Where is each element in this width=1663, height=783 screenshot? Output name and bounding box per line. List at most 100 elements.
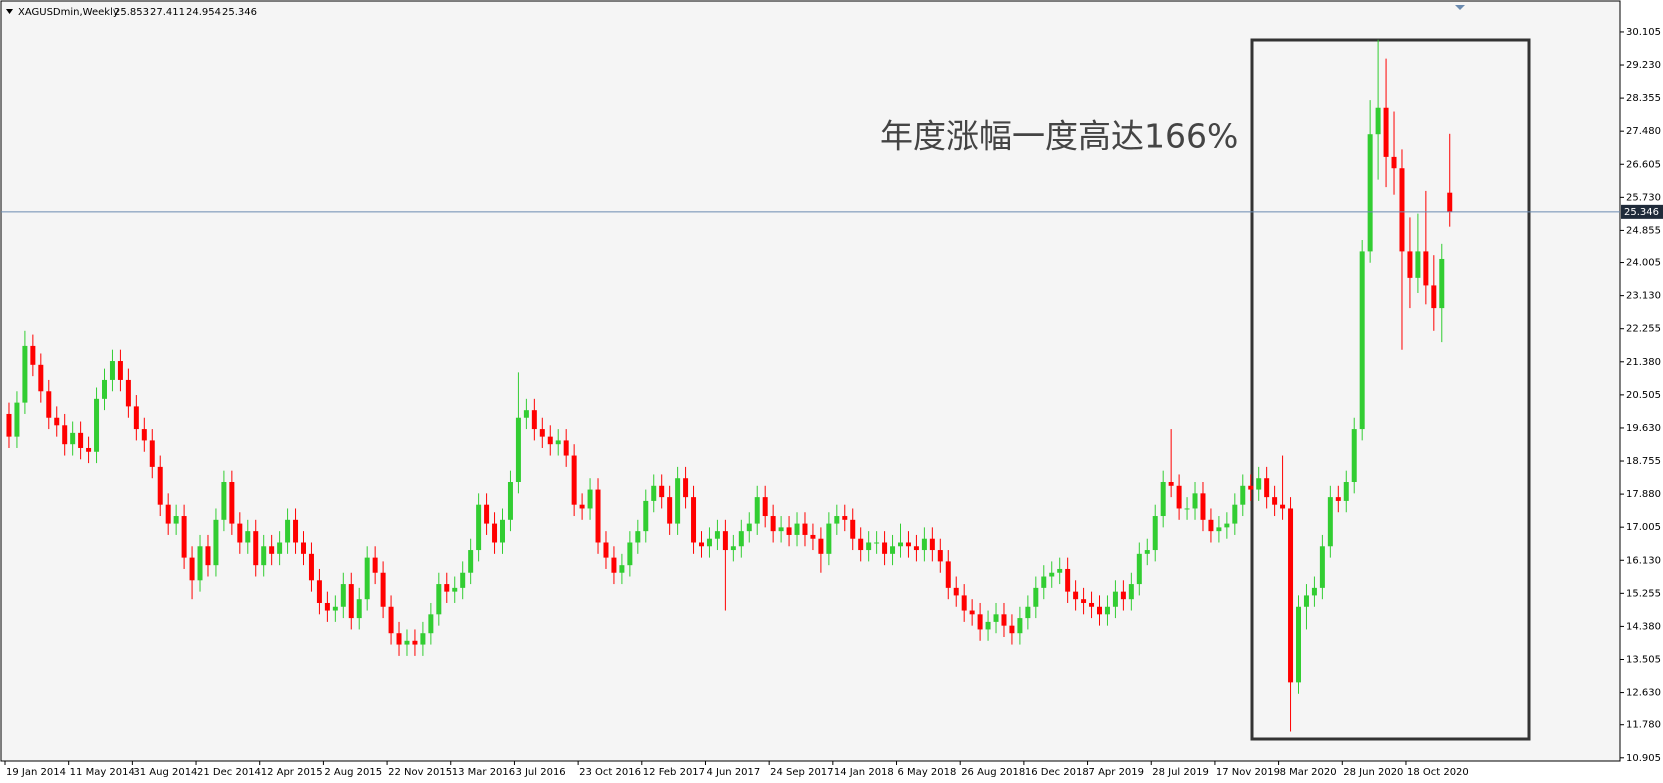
candle-body: [261, 546, 267, 566]
candle-body: [285, 519, 291, 543]
candle-body: [141, 429, 147, 441]
candle-body: [762, 497, 768, 517]
candle-body: [205, 546, 211, 566]
x-tick-label: 2 Aug 2015: [324, 767, 382, 778]
y-tick-label: 28.355: [1626, 93, 1661, 104]
candle-body: [1216, 527, 1222, 532]
candle-body: [420, 633, 426, 645]
x-tick-label: 17 Nov 2019: [1216, 767, 1280, 778]
candle-body: [802, 523, 808, 535]
candle-body: [221, 482, 227, 520]
candle-body: [890, 546, 896, 554]
candle-body: [1375, 107, 1381, 135]
candle-body: [913, 546, 919, 551]
candle-body: [1280, 504, 1286, 509]
candle-body: [269, 546, 275, 554]
candle-body: [1009, 625, 1015, 634]
candle-body: [1065, 568, 1071, 592]
candle-body: [1367, 134, 1373, 252]
candle-body: [691, 497, 697, 543]
candle-body: [22, 345, 28, 403]
candle-body: [770, 516, 776, 532]
candle-body: [635, 531, 641, 543]
candle-body: [1335, 497, 1341, 501]
candle-body: [1152, 516, 1158, 551]
collapse-icon[interactable]: [6, 9, 13, 14]
candle-body: [348, 584, 354, 619]
candle-body: [905, 542, 911, 547]
y-tick-label: 30.105: [1626, 27, 1661, 38]
candle-body: [1240, 485, 1246, 505]
x-tick-label: 24 Sep 2017: [770, 767, 833, 778]
header-low: 24.954: [186, 7, 221, 18]
symbol-label: XAGUSDmin,Weekly: [18, 7, 119, 18]
x-tick-label: 13 Mar 2016: [452, 767, 515, 778]
candle-body: [340, 584, 346, 607]
candle-body: [1160, 482, 1166, 517]
candle-body: [587, 489, 593, 509]
candle-body: [1104, 606, 1110, 615]
x-tick-label: 12 Feb 2017: [643, 767, 705, 778]
candle-body: [181, 516, 187, 558]
candle-body: [858, 538, 864, 551]
candle-body: [826, 523, 832, 554]
candle-body: [531, 410, 537, 430]
candle-body: [651, 485, 657, 501]
candle-body: [627, 542, 633, 566]
candle-body: [468, 550, 474, 573]
candle-body: [436, 584, 442, 615]
candle-body: [237, 523, 243, 543]
candle-body: [898, 542, 903, 547]
x-tick-label: 8 Mar 2020: [1280, 767, 1337, 778]
plot-area: [0, 0, 1621, 762]
x-tick-label: 16 Dec 2018: [1025, 767, 1089, 778]
x-tick-label: 12 Apr 2015: [261, 767, 323, 778]
candle-body: [332, 606, 338, 611]
candle-body: [117, 361, 123, 380]
y-tick-label: 17.880: [1626, 489, 1661, 500]
candle-body: [778, 527, 784, 532]
candle-body: [460, 572, 466, 588]
candle-body: [308, 553, 314, 581]
candle-body: [444, 584, 450, 592]
y-tick-label: 11.780: [1626, 720, 1661, 731]
y-tick-label: 16.130: [1626, 555, 1661, 566]
candle-body: [293, 519, 299, 543]
candle-body: [1112, 591, 1118, 607]
y-tick-label: 12.630: [1626, 688, 1661, 699]
candle-body: [428, 614, 434, 634]
candle-body: [1232, 504, 1238, 524]
candle-body: [1256, 478, 1262, 490]
candle-body: [953, 587, 959, 596]
y-tick-label: 13.505: [1626, 654, 1661, 665]
x-tick-label: 6 May 2018: [898, 767, 957, 778]
candle-body: [1168, 482, 1174, 486]
candle-body: [388, 606, 394, 634]
candle-body: [866, 542, 872, 551]
candle-body: [874, 542, 880, 544]
candle-body: [1288, 508, 1294, 683]
candle-body: [507, 482, 513, 520]
header-close: 25.346: [222, 7, 257, 18]
y-tick-label: 22.255: [1626, 324, 1661, 335]
candle-body: [173, 516, 179, 524]
candle-body: [786, 527, 792, 535]
candle-body: [1176, 485, 1182, 509]
candle-body: [364, 557, 370, 600]
annotation: 年度涨幅一度高达166%: [880, 117, 1238, 156]
candle-body: [1311, 587, 1317, 596]
candle-body: [1431, 285, 1437, 309]
x-tick-label: 26 Aug 2018: [961, 767, 1025, 778]
x-tick-label: 18 Oct 2020: [1407, 767, 1469, 778]
candle-body: [1319, 546, 1325, 588]
candle-body: [523, 410, 529, 418]
y-tick-label: 18.755: [1626, 456, 1661, 467]
candle-body: [706, 538, 712, 547]
candle-body: [277, 542, 283, 554]
candle-body: [579, 504, 585, 509]
candle-body: [977, 614, 983, 630]
candle-body: [921, 538, 927, 551]
candle-body: [30, 345, 36, 365]
candle-body: [165, 504, 171, 524]
candle-body: [70, 432, 76, 445]
